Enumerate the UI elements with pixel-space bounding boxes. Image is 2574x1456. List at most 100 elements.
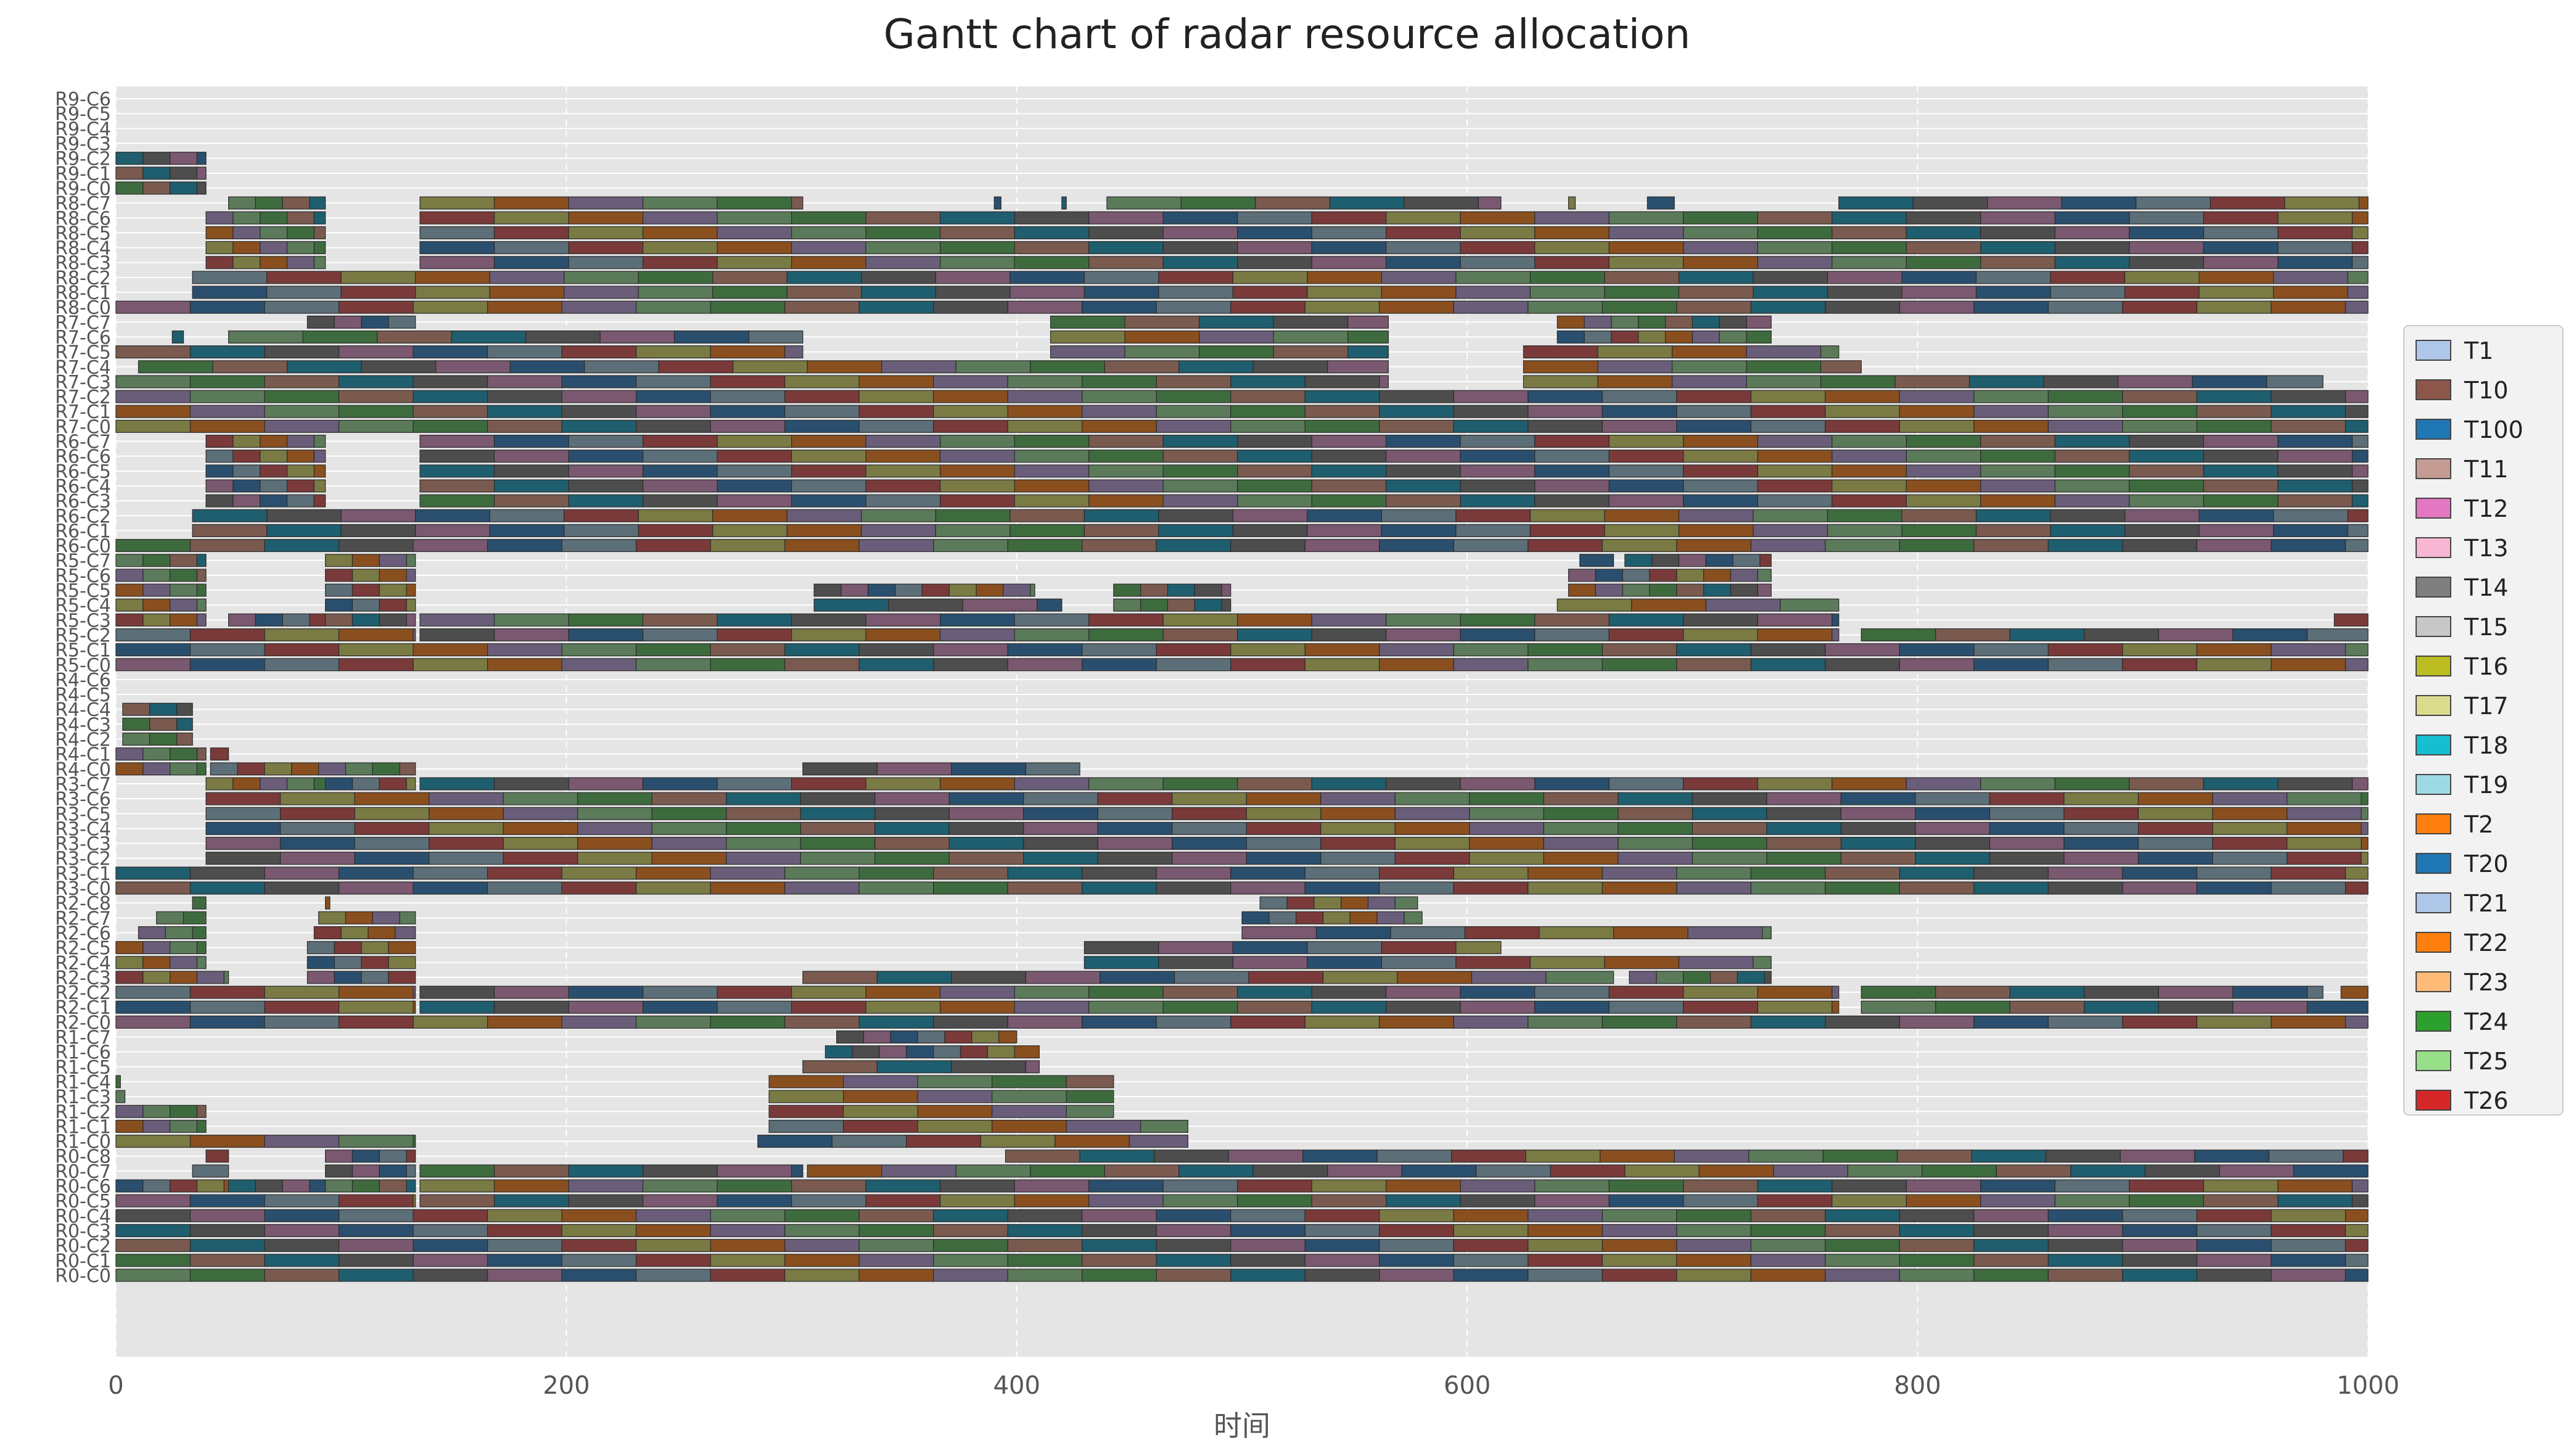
gantt-bar [1469, 792, 1544, 805]
gantt-bar [487, 419, 562, 433]
gantt-bar [1464, 926, 1540, 939]
y-tick-label: R9-C0 [55, 178, 111, 200]
gantt-bar [1304, 1209, 1380, 1222]
gantt-bar [266, 509, 342, 522]
gantt-bar [2054, 1179, 2130, 1193]
legend-swatch [2416, 734, 2451, 755]
gantt-bar [379, 583, 407, 597]
gantt-bar [313, 435, 326, 448]
gantt-bar [413, 1135, 416, 1148]
gantt-bar [1608, 435, 1684, 448]
y-tick-label: R0-C2 [55, 1236, 111, 1257]
gantt-bar [334, 971, 362, 984]
gantt-bar [286, 211, 315, 224]
gantt-bar [419, 985, 495, 999]
gantt-bar [122, 717, 150, 731]
gantt-bar [1311, 450, 1387, 463]
gantt-bar [228, 330, 303, 343]
gantt-bar [318, 911, 347, 924]
gantt-bar [1030, 1164, 1105, 1178]
gantt-bar [935, 271, 1011, 284]
gantt-bar [2198, 271, 2274, 284]
y-tick-label: R2-C1 [55, 997, 111, 1019]
gantt-bar [717, 479, 792, 493]
gantt-bar [1604, 286, 1680, 299]
gantt-bar [115, 956, 144, 969]
gantt-bar [1082, 658, 1157, 672]
gantt-bar [2196, 1209, 2272, 1222]
gantt-bar [1528, 390, 1603, 403]
gantt-bar [717, 435, 792, 448]
gantt-bar [865, 985, 941, 999]
gantt-bar [212, 360, 288, 374]
gantt-bar [1899, 1269, 1975, 1282]
gantt-bar [1989, 837, 2065, 850]
gantt-bar [1158, 509, 1233, 522]
gantt-bar [352, 1164, 380, 1178]
gantt-bar [189, 419, 265, 433]
gantt-bar [170, 1119, 198, 1133]
gantt-bar [642, 628, 718, 641]
gantt-bar [1757, 1179, 1833, 1193]
gantt-bar [1453, 539, 1529, 553]
gantt-bar [1539, 926, 1614, 939]
gantt-bar [940, 494, 1015, 508]
gantt-bar [651, 792, 727, 805]
gantt-bar [1602, 539, 1677, 553]
gantt-bar [1156, 866, 1231, 880]
gantt-bar [636, 539, 711, 553]
gantt-bar [170, 598, 198, 612]
gantt-bar [1088, 1179, 1164, 1193]
gantt-bar [1304, 1254, 1380, 1267]
gantt-bar [1394, 896, 1418, 910]
gantt-bar [717, 464, 792, 478]
gantt-bar [1237, 985, 1312, 999]
gantt-bar [2129, 211, 2205, 224]
gantt-bar [1550, 1164, 1626, 1178]
gantt-bar [2129, 435, 2205, 448]
gantt-bar [115, 569, 144, 582]
gantt-bar [710, 1224, 786, 1237]
legend-swatch [2416, 853, 2451, 874]
gantt-bar [205, 807, 281, 820]
y-tick-label: R9-C1 [55, 163, 111, 185]
gantt-bar [1757, 569, 1772, 582]
gantt-bar [726, 792, 801, 805]
gantt-bar [1088, 450, 1164, 463]
gantt-bar [2345, 405, 2369, 418]
gantt-bar [1528, 866, 1603, 880]
gantt-bar [2129, 464, 2205, 478]
gantt-bar [1379, 1015, 1454, 1029]
gantt-bar [1753, 271, 1828, 284]
y-tick-label: R7-C4 [55, 357, 111, 379]
gantt-bar [1820, 375, 1896, 389]
gantt-bar [1664, 315, 1693, 329]
gantt-bar [1523, 375, 1598, 389]
gantt-bar [1320, 821, 1396, 835]
gantt-bar [1597, 360, 1673, 374]
gantt-bar [493, 1000, 569, 1014]
y-tick-label: R8-C0 [55, 297, 111, 319]
gantt-bar [568, 985, 644, 999]
gantt-bar [1311, 1000, 1387, 1014]
gantt-bar [1973, 405, 2049, 418]
gantt-bar [1773, 1164, 1848, 1178]
gantt-bar [340, 524, 416, 537]
gantt-bar [493, 256, 569, 269]
gantt-bar [2129, 479, 2205, 493]
gantt-bar [1104, 360, 1180, 374]
x-axis-label: 时间 [1214, 1409, 1270, 1442]
gantt-bar [1304, 405, 1380, 418]
gantt-bar [1692, 821, 1767, 835]
gantt-bar [2137, 837, 2213, 850]
gantt-bar [1088, 628, 1164, 641]
gantt-bar [413, 643, 488, 657]
gantt-bar [1825, 300, 1900, 314]
gantt-bar [379, 554, 407, 567]
gantt-bar [1381, 941, 1457, 955]
gantt-bar [1975, 286, 2051, 299]
gantt-bar [1676, 1269, 1751, 1282]
gantt-bar [205, 464, 234, 478]
gantt-bar [2043, 375, 2119, 389]
gantt-bar [115, 1000, 191, 1014]
